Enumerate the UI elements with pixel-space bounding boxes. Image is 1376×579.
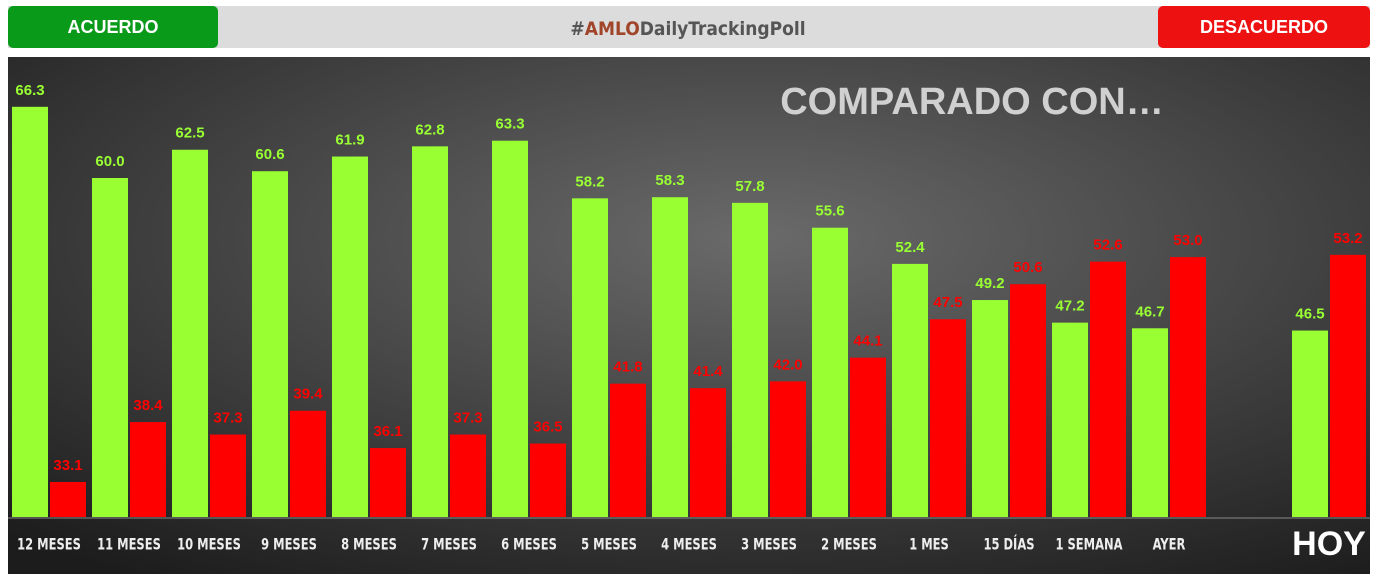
value-label: 53.0 [1173, 232, 1202, 249]
x-tick-label: 5 MESES [581, 536, 637, 554]
value-label: 37.3 [453, 409, 482, 426]
bar [412, 146, 448, 518]
value-label: 41.8 [613, 359, 642, 376]
x-tick-label: 11 MESES [97, 536, 161, 554]
value-label: 60.6 [255, 146, 284, 163]
value-label: 42.0 [773, 356, 802, 373]
bar [1010, 284, 1046, 517]
bar [690, 388, 726, 517]
value-label: 50.6 [1013, 259, 1042, 276]
bar [1292, 330, 1328, 517]
value-label: 60.0 [95, 153, 124, 170]
bar [492, 140, 528, 517]
legend-label: ACUERDO [67, 17, 158, 37]
bar [210, 434, 246, 517]
value-label: 33.1 [53, 457, 82, 474]
bar [1132, 328, 1168, 517]
value-label: 57.8 [735, 178, 764, 195]
x-tick-label: 1 SEMANA [1055, 536, 1123, 554]
bar [252, 171, 288, 517]
x-tick-label: HOY [1292, 525, 1366, 563]
value-label: 58.3 [655, 172, 684, 189]
legend-label: DESACUERDO [1200, 17, 1328, 37]
value-label: 53.2 [1333, 230, 1362, 247]
bar [812, 227, 848, 517]
bar [12, 106, 48, 517]
value-label: 62.8 [415, 121, 444, 138]
bar [972, 300, 1008, 517]
bar [530, 443, 566, 517]
value-label: 61.9 [335, 131, 364, 148]
value-label: 63.3 [495, 116, 524, 133]
value-label: 55.6 [815, 203, 844, 220]
bar [1052, 322, 1088, 517]
x-tick-label: 7 MESES [421, 536, 477, 554]
legend-acuerdo [8, 6, 218, 48]
bar [732, 202, 768, 518]
bar [92, 178, 128, 517]
value-label: 41.4 [693, 363, 723, 380]
x-tick-label: 15 DÍAS [983, 535, 1034, 554]
bar [930, 319, 966, 517]
value-label: 49.2 [975, 275, 1004, 292]
x-tick-label: 1 MES [909, 536, 949, 554]
header-title-part: # [570, 18, 584, 40]
x-tick-label: 2 MESES [821, 536, 877, 554]
x-tick-label: 6 MESES [501, 536, 557, 554]
value-label: 62.5 [175, 125, 204, 142]
x-tick-label: 10 MESES [177, 536, 241, 554]
value-label: 46.7 [1135, 303, 1164, 320]
value-label: 52.4 [895, 239, 925, 256]
header-bar [8, 6, 1370, 48]
x-tick-label: 4 MESES [661, 536, 717, 554]
header-title-part: AMLO [585, 18, 640, 40]
bar [572, 198, 608, 517]
bar [172, 149, 208, 517]
bar [332, 156, 368, 517]
bar [370, 448, 406, 517]
legend-desacuerdo [1158, 6, 1370, 48]
bar [450, 434, 486, 517]
value-label: 58.2 [575, 173, 604, 190]
bar [1330, 254, 1366, 517]
value-label: 47.5 [933, 294, 962, 311]
bar [1090, 261, 1126, 517]
chart-title: COMPARADO CON… [780, 81, 1164, 123]
x-tick-label: 3 MESES [741, 536, 797, 554]
value-label: 36.1 [373, 423, 402, 440]
value-label: 44.1 [853, 333, 882, 350]
x-tick-label: AYER [1153, 536, 1186, 554]
value-label: 47.2 [1055, 298, 1084, 315]
value-label: 66.3 [15, 82, 44, 99]
header-title-part: DailyTrackingPoll [640, 18, 806, 40]
value-label: 37.3 [213, 409, 242, 426]
bar [1170, 257, 1206, 517]
x-tick-label: 8 MESES [341, 536, 397, 554]
bar [290, 410, 326, 517]
x-tick-label: 12 MESES [17, 536, 81, 554]
value-label: 36.5 [533, 419, 562, 436]
bar [50, 481, 86, 517]
header-title: #AMLODailyTrackingPoll [570, 18, 805, 40]
x-tick-label: 9 MESES [261, 536, 317, 554]
value-label: 52.6 [1093, 237, 1122, 254]
bar [130, 422, 166, 517]
bar [770, 381, 806, 517]
bar [892, 263, 928, 517]
bar [652, 197, 688, 517]
value-label: 39.4 [293, 386, 323, 403]
value-label: 46.5 [1295, 306, 1324, 323]
value-label: 38.4 [133, 397, 163, 414]
bar [850, 357, 886, 517]
bar [610, 383, 646, 517]
